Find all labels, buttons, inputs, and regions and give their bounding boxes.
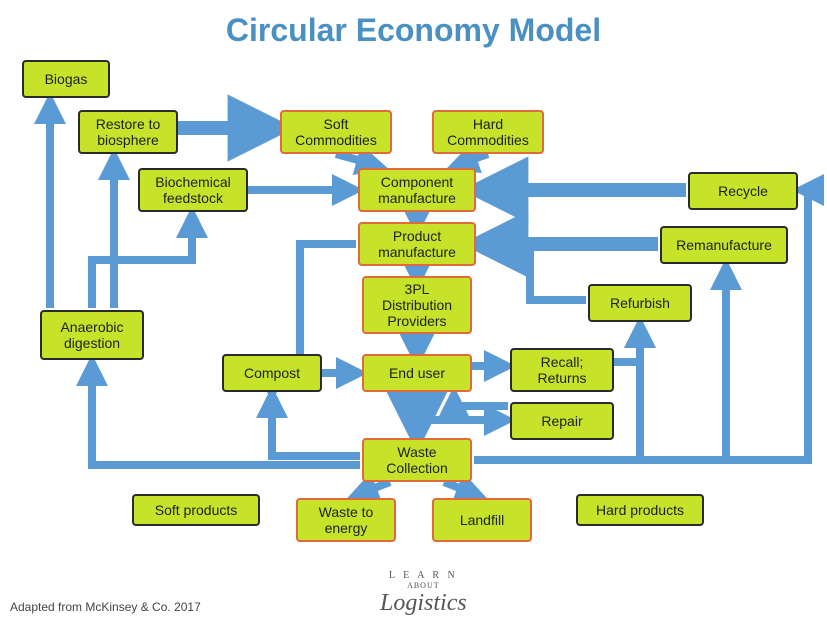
node-wte: Waste toenergy [296,498,396,542]
page-title: Circular Economy Model [0,12,827,49]
edge-refurb-prodman-a [478,248,586,300]
logo: L E A R N ABOUT Logistics [380,570,467,617]
node-biogas: Biogas [22,60,110,98]
edge-hardcom-compman [454,154,488,166]
node-biochem: Biochemicalfeedstock [138,168,248,212]
node-landfill: Landfill [432,498,532,542]
logo-line3: Logistics [380,590,467,617]
edge-waste-landfill [444,482,480,496]
node-reman: Remanufacture [660,226,788,264]
node-waste: WasteCollection [362,438,472,482]
node-refurb: Refurbish [588,284,692,322]
edge-waste-wte [354,482,390,496]
logo-line2: ABOUT [380,581,467,590]
node-3pl: 3PLDistributionProviders [362,276,472,334]
edge-waste-anaerobic-compost [272,394,360,456]
node-hardprod: Hard products [576,494,704,526]
node-recycle: Recycle [688,172,798,210]
node-recall: Recall;Returns [510,348,614,392]
edge-repair-enduser [454,394,508,406]
node-prodman: Productmanufacture [358,222,476,266]
edge-anaerobic-biochem [92,214,192,308]
node-softprod: Soft products [132,494,260,526]
footer-citation: Adapted from McKinsey & Co. 2017 [10,600,201,614]
node-compost: Compost [222,354,322,392]
logo-line1: L E A R N [380,570,467,581]
node-anaerobic: Anaerobicdigestion [40,310,144,360]
node-compman: Componentmanufacture [358,168,476,212]
node-hardcom: HardCommodities [432,110,544,154]
node-repair: Repair [510,402,614,440]
edge-softcom-compman [336,154,380,166]
node-enduser: End user [362,354,472,392]
node-restore: Restore tobiosphere [78,110,178,154]
node-softcom: SoftCommodities [280,110,392,154]
